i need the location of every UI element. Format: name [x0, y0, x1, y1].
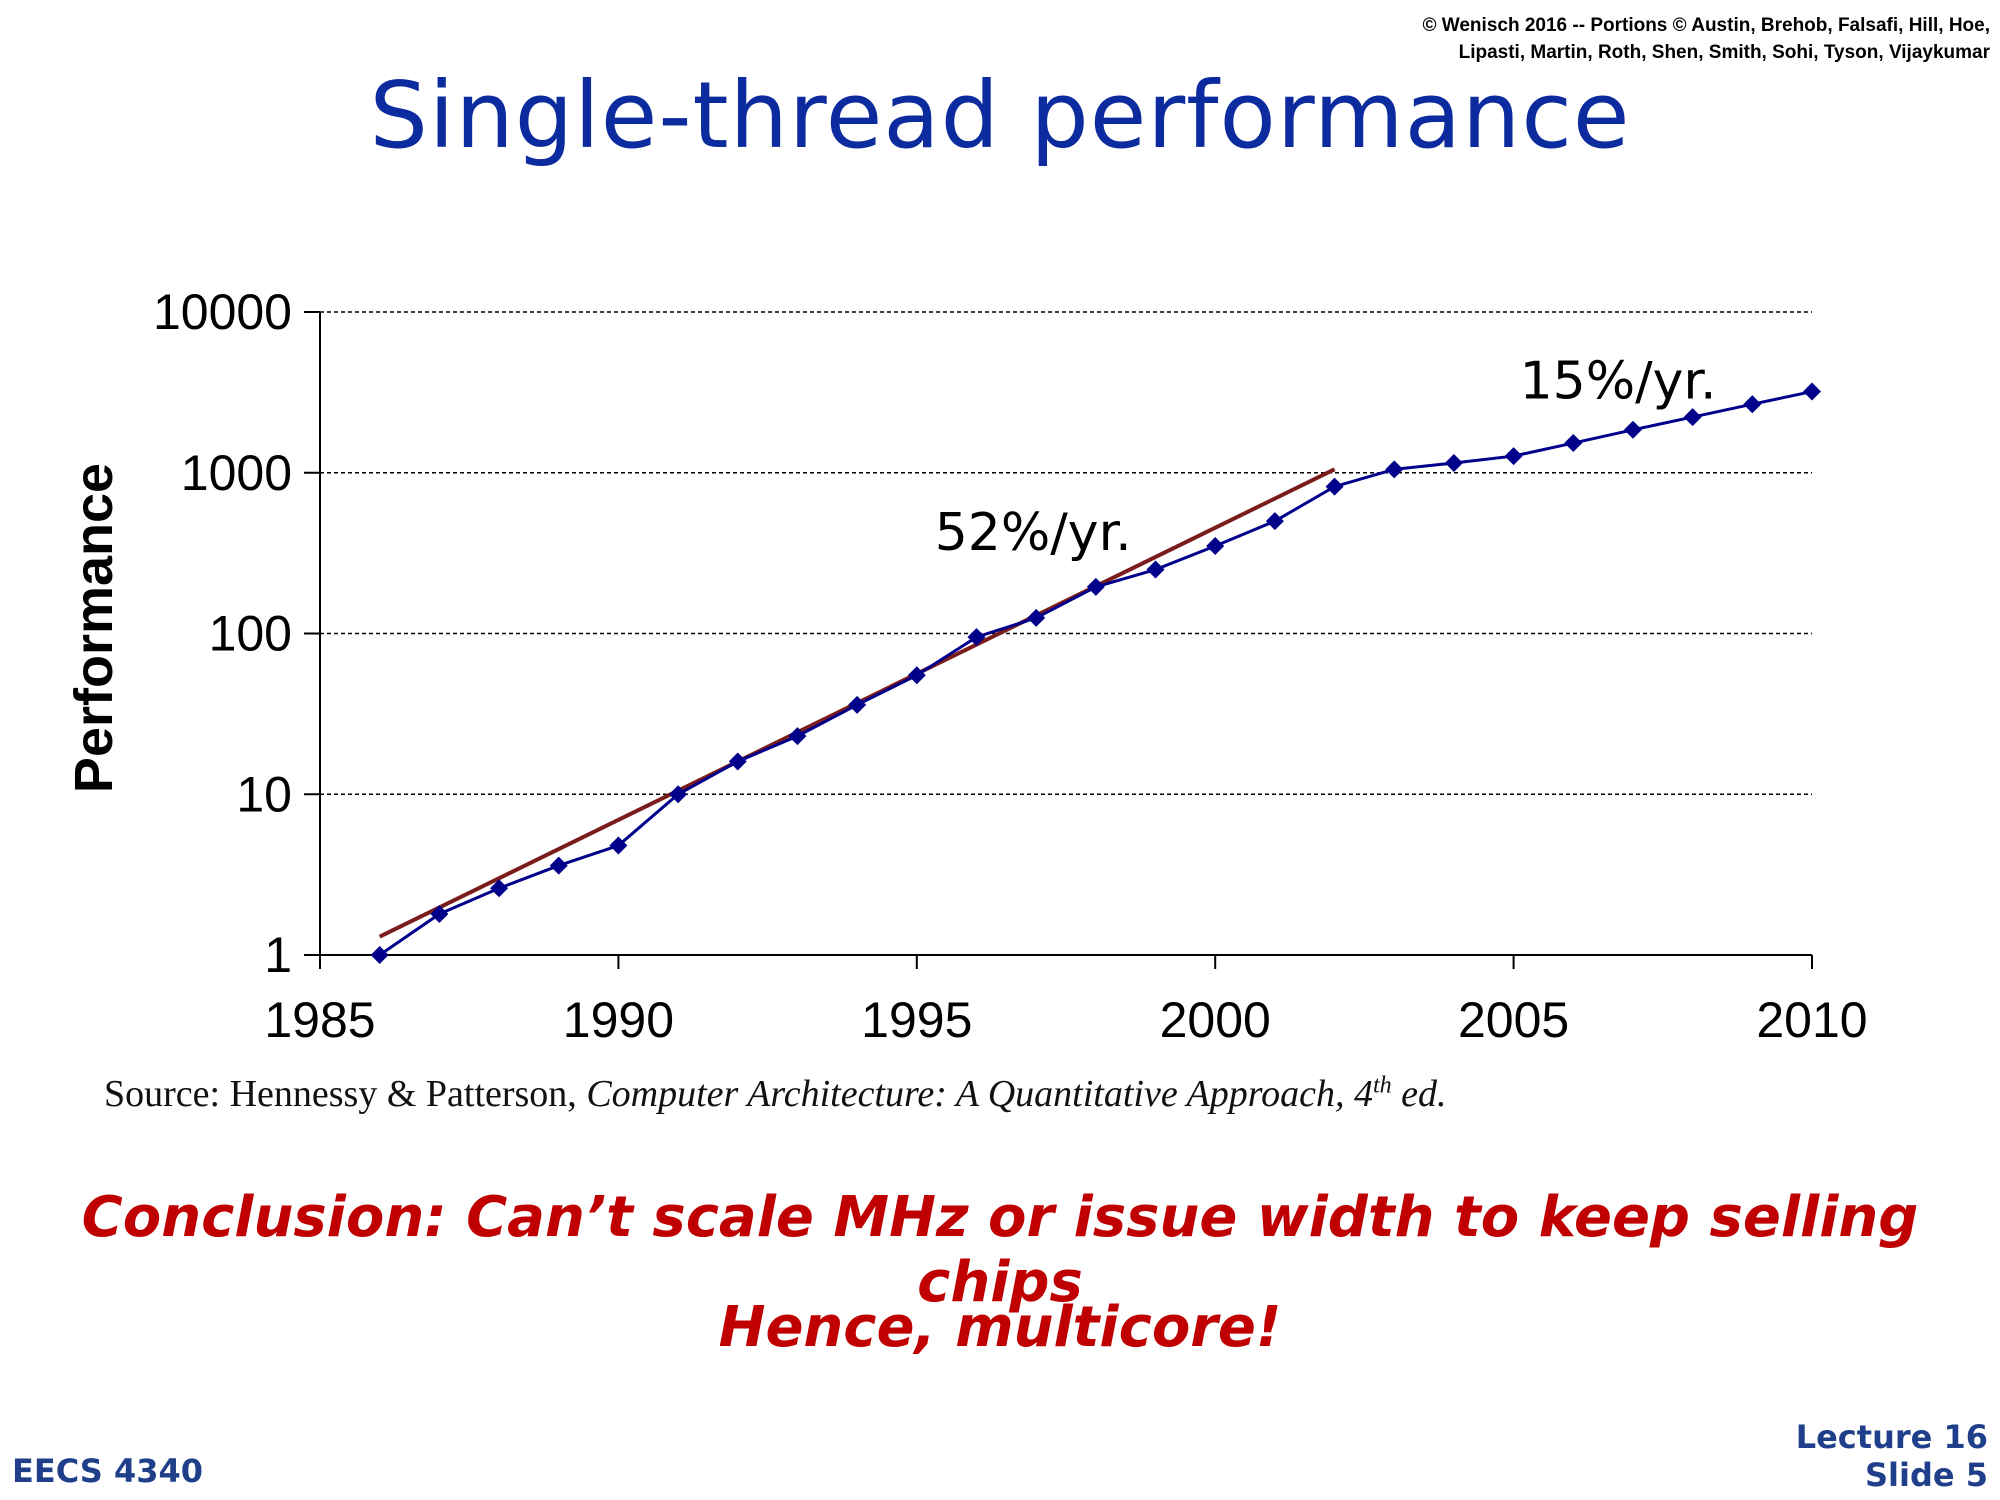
data-point-marker: [967, 628, 986, 647]
data-point-marker: [609, 836, 628, 855]
source-suffix: ed.: [1391, 1073, 1447, 1115]
data-point-marker: [1623, 420, 1642, 439]
data-point-marker: [848, 695, 867, 714]
lecture-number: Lecture 16: [1795, 1418, 1988, 1456]
copyright-line-1: © Wenisch 2016 -- Portions © Austin, Bre…: [1422, 15, 1991, 36]
tick-labels: 1 10 100 1000 10000 1985 1990 1995 2000 2005 2010: [153, 284, 1868, 1048]
data-point-marker: [669, 785, 688, 804]
data-point-marker: [1444, 453, 1463, 472]
x-tick-label: 2000: [1160, 992, 1271, 1048]
source-edition-sup: th: [1372, 1072, 1392, 1099]
x-tick-label: 2010: [1756, 992, 1867, 1048]
source-book-title: Computer Architecture: A Quantitative Ap…: [586, 1073, 1373, 1115]
data-point-marker: [907, 666, 926, 685]
growth-rate-annotation: 15%/yr.: [1520, 351, 1717, 411]
data-point-marker: [490, 879, 509, 898]
lecture-info: Lecture 16 Slide 5: [1796, 1418, 1988, 1494]
data-point-marker: [1743, 395, 1762, 414]
source-prefix: Source: Hennessy & Patterson,: [104, 1073, 587, 1115]
data-point-marker: [1265, 512, 1284, 531]
data-point-marker: [1027, 608, 1046, 627]
y-axis-label: Performance: [64, 463, 124, 793]
y-tick-label: 10: [236, 766, 292, 822]
course-code: EECS 4340: [12, 1452, 204, 1490]
data-series: [370, 382, 1821, 964]
data-point-marker: [1086, 577, 1105, 596]
slide-title: Single-thread performance: [369, 62, 1631, 169]
annotations: 52%/yr. 15%/yr.: [935, 351, 1717, 563]
x-tick-label: 1995: [861, 992, 972, 1048]
copyright-line-2: Lipasti, Martin, Roth, Shen, Smith, Sohi…: [1458, 42, 1990, 63]
chart-axes: [304, 311, 1813, 969]
grid-lines: [320, 311, 1812, 795]
data-point-marker: [1325, 477, 1344, 496]
data-point-marker: [728, 752, 747, 771]
source-citation: Source: Hennessy & Patterson, Computer A…: [104, 1072, 1447, 1116]
y-tick-label: 10000: [153, 284, 292, 340]
data-point-marker: [1504, 447, 1523, 466]
data-point-marker: [1564, 434, 1583, 453]
data-point-marker: [1385, 460, 1404, 479]
data-point-marker: [1683, 408, 1702, 427]
y-tick-label: 100: [209, 606, 292, 662]
data-point-marker: [788, 727, 807, 746]
data-point-marker: [1146, 560, 1165, 579]
x-tick-label: 2005: [1458, 992, 1569, 1048]
data-point-marker: [1206, 537, 1225, 556]
x-tick-label: 1985: [264, 992, 375, 1048]
x-tick-label: 1990: [563, 992, 674, 1048]
series-line: [378, 390, 1813, 957]
growth-rate-annotation: 52%/yr.: [935, 503, 1132, 563]
y-tick-label: 1: [264, 927, 292, 983]
conclusion-line-1: Conclusion: Can’t scale MHz or issue wid…: [81, 1185, 1919, 1315]
conclusion-line-2: Hence, multicore!: [718, 1295, 1282, 1360]
data-point-marker: [430, 904, 449, 923]
y-tick-label: 1000: [181, 445, 292, 501]
data-point-marker: [370, 946, 389, 964]
data-point-marker: [549, 856, 568, 875]
data-point-marker: [1803, 382, 1821, 401]
slide-number: Slide 5: [1865, 1456, 1988, 1494]
copyright-notice: © Wenisch 2016 -- Portions © Austin, Bre…: [1090, 12, 1991, 66]
